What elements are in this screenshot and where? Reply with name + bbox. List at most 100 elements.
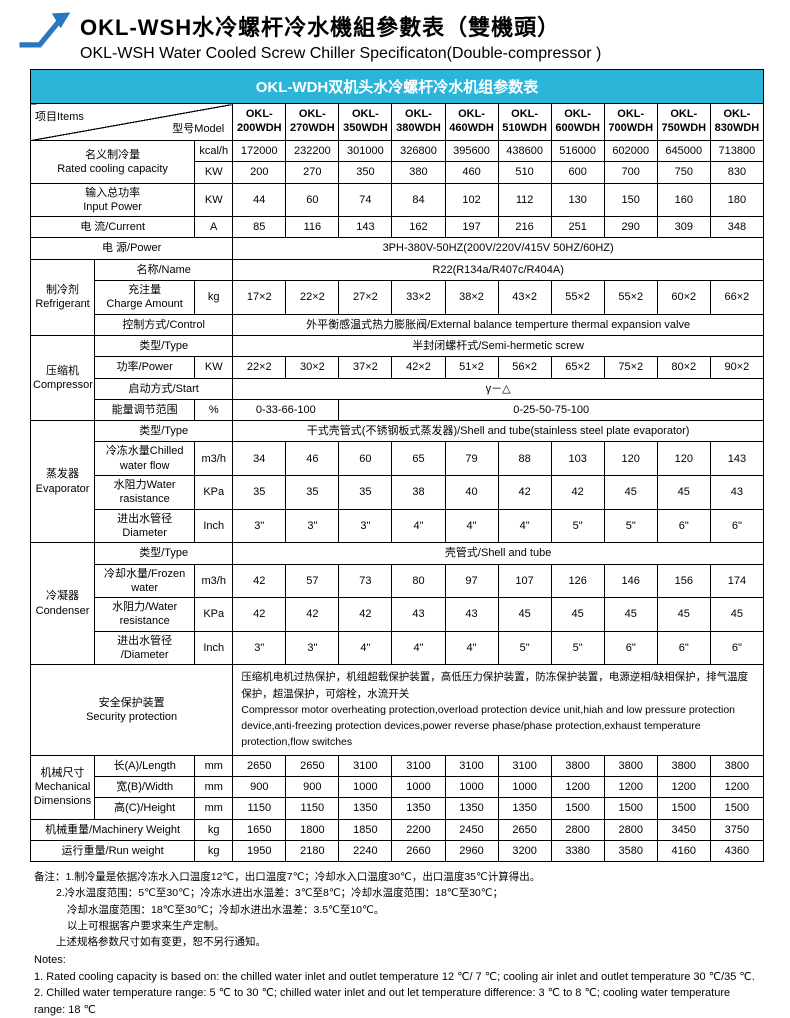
note-line: 备注：1.制冷量是依据冷冻水入口温度12℃，出口温度7℃；冷却水入口温度30℃，… (34, 871, 541, 884)
value-cell: 120 (603, 441, 658, 477)
value-cell: 116 (285, 216, 340, 239)
table-row: 宽(B)/Width mm 900 900 1000 1000 1000 1000 1200 12… (31, 775, 765, 799)
model-column-header: OKL- 380WDH (391, 103, 446, 141)
value-cell: 壳管式/Shell and tube (232, 542, 764, 565)
value-cell: 4" (391, 630, 446, 666)
row-label: 安全保护装置 Security protection (29, 664, 234, 756)
value-cell: 3800 (709, 754, 765, 777)
table-row: 运行重量/Run weight kg 1950 2180 2240 2660 2960 320… (29, 839, 765, 863)
value-cell: 174 (709, 563, 765, 599)
value-cell: 3100 (391, 754, 446, 777)
row-label: 类型/Type (94, 420, 234, 443)
value-cell: 42 (232, 597, 287, 632)
value-cell: 2800 (550, 818, 605, 841)
value-cell: 180 (709, 182, 765, 218)
value-cell: 1350 (338, 797, 393, 820)
value-cell: 35 (232, 475, 287, 510)
value-cell: 45 (709, 597, 765, 632)
value-cell: 5" (550, 508, 605, 544)
value-cell: 172000 (232, 139, 287, 163)
model-column-header: OKL- 350WDH (338, 103, 393, 141)
table-row: 输入总功率 Input Power KW 44 60 74 84 102 112 130 150 1… (29, 182, 765, 218)
notes-en-block: Notes: 1. Rated cooling capacity is based… (34, 952, 760, 1018)
value-cell: 4" (444, 630, 499, 666)
value-cell: 43 (709, 475, 765, 510)
model-header-row: 项目Items 型号Model OKL- 200WDH OKL- 270WDH OKL- 35… (29, 103, 765, 141)
value-cell: 4" (444, 508, 499, 544)
page-title-en: OKL-WSH Water Cooled Screw Chiller Speci… (80, 45, 602, 62)
value-cell: 301000 (338, 139, 393, 163)
value-cell: 3" (285, 508, 340, 544)
value-cell: 38 (391, 475, 446, 510)
value-cell: 46 (285, 441, 340, 477)
value-cell: 33×2 (391, 280, 446, 315)
value-cell: 17×2 (232, 280, 287, 315)
value-cell: 600 (550, 161, 605, 184)
value-cell: 5" (497, 630, 552, 666)
page-title-cn: OKL-WSH水冷螺杆冷水機組參數表（雙機頭） (80, 15, 561, 40)
value-cell: 42 (550, 475, 605, 510)
row-label: 冷冻水量Chilled water flow (94, 441, 196, 477)
value-cell: 1150 (232, 797, 287, 820)
unit-cell: mm (194, 775, 234, 799)
value-cell: 232200 (285, 139, 340, 163)
value-cell: 1850 (338, 818, 393, 841)
value-cell: 1500 (656, 797, 711, 820)
table-row: 进出水管径 /Diameter Inch 3" 3" 4" 4" 4" 5" 5" 6" 6" 6" (31, 630, 765, 666)
note-line: 2. Chilled water temperature range: 5 ℃ … (34, 987, 731, 1016)
model-column-header: OKL- 700WDH (603, 103, 658, 141)
page-header: OKL-WSH水冷螺杆冷水機組參數表（雙機頭） OKL-WSH Water Co… (0, 0, 790, 67)
table-row: 控制方式/Control 外平衡感温式热力膨胀阀/External balance… (31, 313, 764, 336)
value-cell: 602000 (603, 139, 658, 163)
table-row: 水阻力/Water resistance KPa 42 42 42 43 43 45 45 45 4… (31, 597, 765, 632)
value-cell: 326800 (391, 139, 446, 163)
value-cell: 6" (603, 630, 658, 666)
table-row: 水阻力Water rasistance KPa 35 35 35 38 40 42 42 45 45… (31, 475, 765, 510)
row-label: 水阻力/Water resistance (94, 597, 196, 632)
unit-cell: m3/h (194, 563, 234, 599)
value-cell: 713800 (709, 139, 765, 163)
row-label: 高(C)/Height (94, 797, 196, 820)
value-cell: 45 (656, 475, 711, 510)
value-cell: 1000 (444, 775, 499, 799)
value-cell: 85 (232, 216, 287, 239)
value-cell: 348 (709, 216, 765, 239)
value-cell: 45 (656, 597, 711, 632)
value-cell: 37×2 (338, 356, 393, 379)
value-cell: 1350 (497, 797, 552, 820)
group-label: 蒸发器 Evaporator (29, 420, 96, 544)
value-cell: 460 (444, 161, 499, 184)
value-cell: 3" (285, 630, 340, 666)
value-cell: 4" (391, 508, 446, 544)
model-column-header: OKL- 270WDH (285, 103, 340, 141)
value-cell: 外平衡感温式热力膨胀阀/External balance temperture … (232, 313, 764, 336)
table-title-banner: OKL-WDH双机头水冷螺杆冷水机组参数表 (30, 69, 764, 103)
notes-section: 备注：1.制冷量是依据冷冻水入口温度12℃，出口温度7℃；冷却水入口温度30℃，… (34, 869, 760, 1018)
unit-cell: KW (194, 161, 234, 184)
unit-cell: kcal/h (194, 139, 234, 163)
model-column-header: OKL- 460WDH (444, 103, 499, 141)
value-cell: 2200 (391, 818, 446, 841)
value-cell: 830 (709, 161, 765, 184)
value-cell: 84 (391, 182, 446, 218)
value-cell: 90×2 (709, 356, 765, 379)
company-arrow-logo-icon (16, 8, 72, 52)
table-row: 冷却水量/Frozen water m3/h 42 57 73 80 97 107 126 146… (31, 563, 765, 599)
table-row: 电 源/Power 3PH-380V-50HZ(200V/220V/415V 50… (29, 237, 764, 260)
value-cell: 350 (338, 161, 393, 184)
model-column-header: OKL- 510WDH (497, 103, 552, 141)
value-cell: 216 (497, 216, 552, 239)
value-cell: 60 (338, 441, 393, 477)
value-cell: 74 (338, 182, 393, 218)
value-cell: 645000 (656, 139, 711, 163)
value-cell: 1350 (444, 797, 499, 820)
table-row: 机械重量/Machinery Weight kg 1650 1800 1850 2200 2… (29, 818, 765, 841)
value-cell: 2650 (285, 754, 340, 777)
table-row: 制冷剂 Refrigerant 名称/Name R22(R134a/R407c/R4… (29, 258, 764, 336)
value-cell: 1800 (285, 818, 340, 841)
table-row: 机械尺寸 Mechanical Dimensions 长(A)/Length mm 2… (29, 754, 765, 820)
value-cell: 55×2 (550, 280, 605, 315)
value-cell: 27×2 (338, 280, 393, 315)
row-label: 运行重量/Run weight (29, 839, 196, 863)
value-cell: 60 (285, 182, 340, 218)
